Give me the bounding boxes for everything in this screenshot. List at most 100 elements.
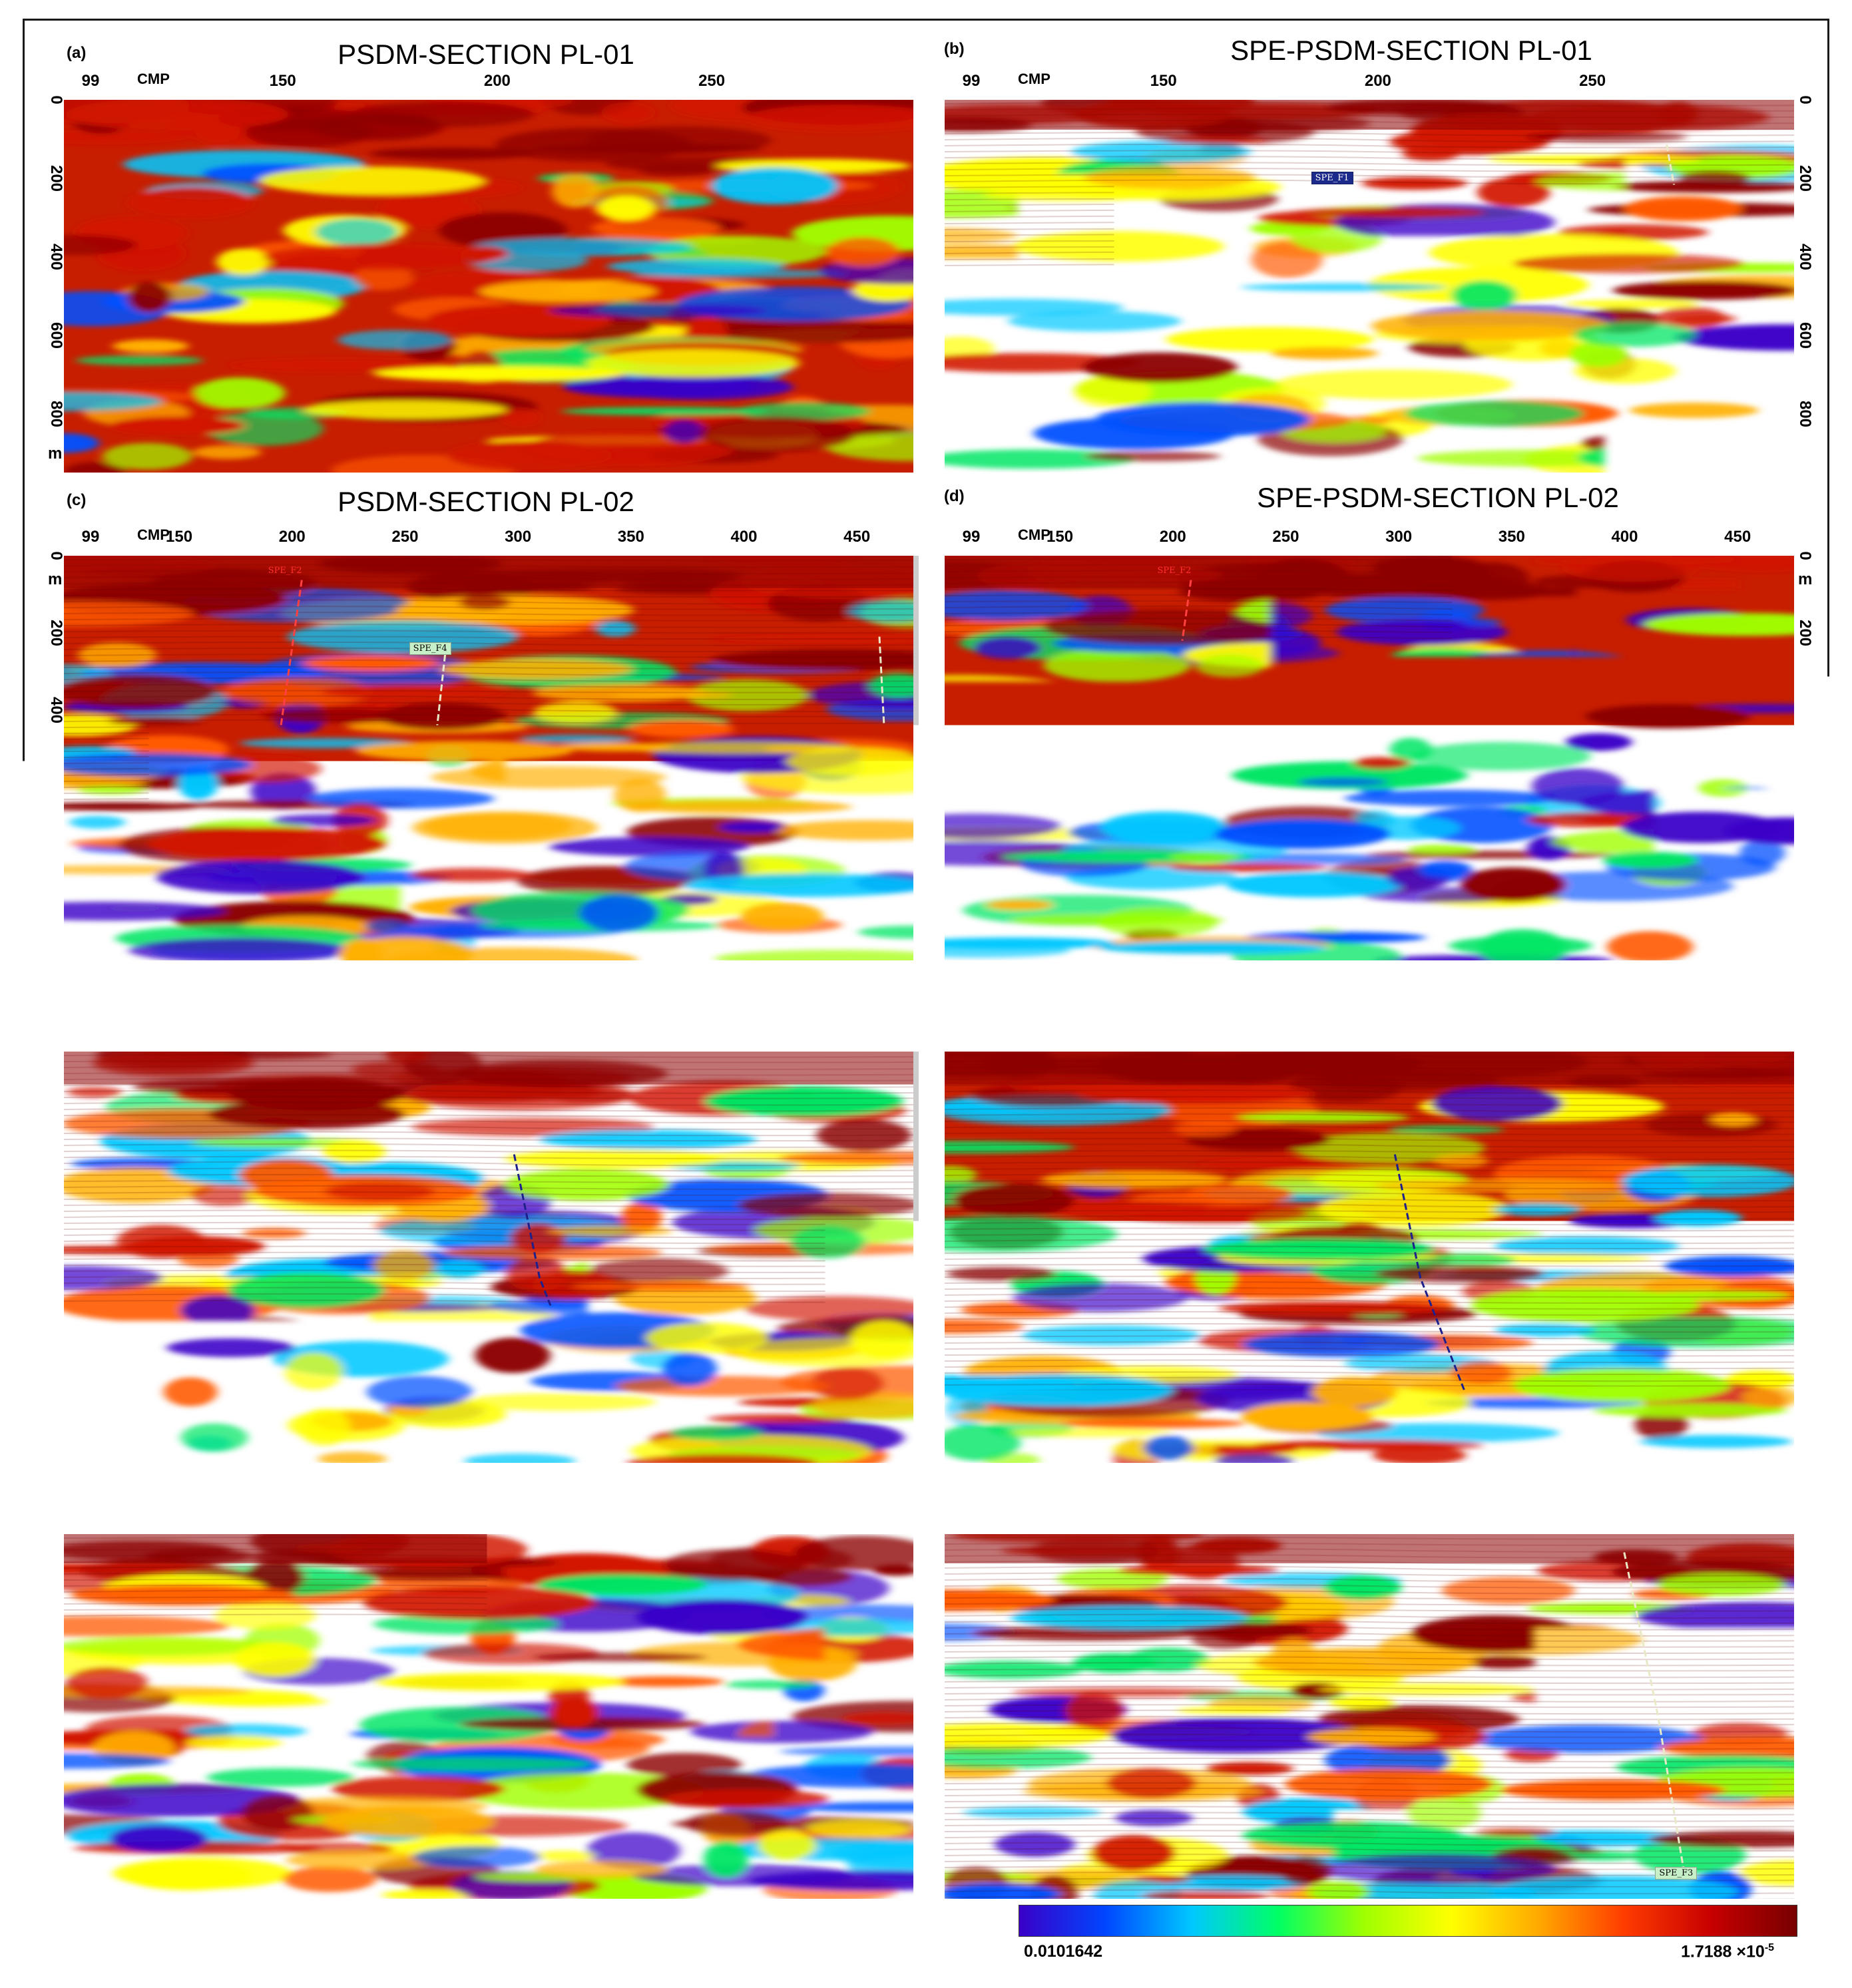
x-tick-label: 400: [1611, 528, 1638, 546]
near-surface-band: [64, 100, 913, 130]
x-tick-label: 250: [606, 1024, 632, 1042]
panel-label: (f): [944, 986, 960, 1005]
panel-edge: [913, 100, 919, 473]
panel-label: (c): [67, 491, 86, 510]
depth-tick-label: 0: [1795, 95, 1814, 104]
depth-tick-label: 600: [1795, 1764, 1814, 1790]
depth-tick-label: 400: [1795, 1683, 1814, 1710]
seismic-section-image: [64, 556, 913, 960]
x-tick-label: 250: [1487, 1024, 1513, 1042]
cmp-axis-label: CMP: [137, 1022, 170, 1040]
x-tick-label: 300: [1670, 1024, 1697, 1042]
x-tick-label: 150: [1119, 1024, 1146, 1042]
depth-unit-label: m: [1798, 1066, 1812, 1085]
panel-title: PSDM-SECTION PL-02: [338, 486, 634, 518]
seismic-section-image: [64, 1534, 913, 1899]
depth-tick-label: 800: [1795, 1845, 1814, 1872]
depth-tick-label: 200: [1795, 620, 1814, 646]
depth-tick-label: 600: [1795, 322, 1814, 349]
cmp-axis-label: CMP: [1018, 71, 1050, 88]
cmp-axis-label: CMP: [1018, 1505, 1050, 1522]
depth-tick-label: 400: [47, 1197, 65, 1223]
depth-tick-label: 0: [1795, 1529, 1814, 1538]
depth-unit-label: m: [48, 570, 62, 589]
depth-tick-label: 800: [47, 851, 65, 877]
fault-label: SPE_F2: [265, 565, 306, 576]
seismic-section-image: [64, 1052, 913, 1463]
panel-label: (b): [944, 40, 965, 59]
x-first-tick: 99: [963, 1024, 981, 1042]
panel-title: PSDM-SECTION PL-03: [357, 985, 654, 1017]
fault-label: SPE_F1: [431, 172, 473, 184]
depth-tick-label: 800: [47, 401, 65, 427]
fault-label: SPE_F3: [1676, 399, 1718, 411]
x-first-tick: 99: [82, 1024, 100, 1042]
x-first-tick: 99: [963, 528, 981, 546]
fault-label: SPE_F1: [1460, 1432, 1502, 1444]
depth-tick-label: 600: [47, 773, 65, 800]
x-tick-label: 150: [166, 528, 192, 546]
x-tick-label: 150: [270, 72, 296, 91]
depth-tick-label: 800: [47, 1845, 65, 1872]
near-surface-band: [945, 100, 1794, 130]
depth-tick-label: 800: [1795, 401, 1814, 427]
seismic-section-image: [945, 100, 1794, 473]
near-surface-band: [945, 1052, 1794, 1084]
x-tick-label: 300: [505, 528, 531, 546]
x-tick-label: 300: [790, 1024, 816, 1042]
fault-label: SPE_F3: [1732, 885, 1773, 898]
x-tick-label: 150: [238, 1024, 265, 1042]
depth-unit-label: m: [48, 1549, 62, 1567]
panel-title: SPE-PSDM-SECTION PL-03: [1230, 981, 1592, 1013]
x-first-tick: 99: [963, 72, 981, 91]
cmp-axis-label: CMP: [1018, 526, 1050, 544]
x-first-tick: 99: [82, 528, 100, 546]
panel-label: (g): [67, 1473, 87, 1491]
depth-tick-label: 600: [1795, 773, 1814, 800]
depth-tick-label: 600: [47, 1764, 65, 1790]
cmp-axis-label: CMP: [137, 71, 170, 88]
colorbar-min-label: 0.0101642: [1024, 1942, 1102, 1961]
depth-tick-label: 400: [1795, 1197, 1814, 1223]
x-tick-label: 200: [484, 72, 511, 91]
fault-label: SPE_F1: [1311, 172, 1353, 184]
panel-title: SPE-PSDM-SECTION PL-04: [1257, 1464, 1619, 1495]
depth-tick-label: 400: [1795, 697, 1814, 723]
depth-unit-label: m: [48, 1066, 62, 1085]
near-surface-band: [64, 1052, 913, 1084]
panel-title: PSDM-SECTION PL-04: [338, 1468, 634, 1499]
panel-label: (h): [944, 1469, 965, 1488]
x-tick-label: 350: [618, 528, 644, 546]
depth-tick-label: 800: [47, 1354, 65, 1381]
x-tick-label: 250: [1272, 528, 1299, 546]
depth-tick-label: 0: [47, 1529, 65, 1538]
depth-tick-label: 200: [1795, 1117, 1814, 1144]
depth-unit-label: m: [1798, 570, 1812, 589]
depth-tick-label: 0: [47, 551, 65, 560]
panel-title: SPE-PSDM-SECTION PL-02: [1257, 482, 1619, 514]
depth-tick-label: 800: [1795, 1354, 1814, 1381]
near-surface-band: [945, 1534, 1794, 1563]
x-tick-label: 300: [1385, 528, 1412, 546]
panel-label: (e): [67, 990, 86, 1009]
fault-label: SPE_F3: [1655, 1867, 1697, 1880]
fault-label: SPE_F3: [774, 1867, 816, 1880]
x-tick-label: 200: [279, 528, 306, 546]
panel-edge: [913, 556, 919, 960]
depth-tick-label: 200: [47, 1117, 65, 1144]
near-surface-band: [945, 556, 1794, 588]
x-tick-label: 150: [347, 1506, 374, 1525]
panel-edge: [913, 1534, 919, 1899]
depth-tick-label: 1000: [47, 1430, 65, 1465]
x-first-tick: 99: [82, 72, 100, 91]
depth-tick-label: 1000: [47, 923, 65, 958]
x-tick-label: 350: [1499, 528, 1525, 546]
panel-label: (a): [67, 44, 86, 63]
x-tick-label: 200: [1160, 528, 1186, 546]
depth-tick-label: 600: [47, 1276, 65, 1302]
cmp-axis-label: CMP: [137, 526, 170, 544]
x-tick-label: 200: [1519, 1506, 1546, 1525]
x-tick-label: 150: [1228, 1506, 1255, 1525]
near-surface-band: [64, 556, 913, 588]
depth-tick-label: 800: [1795, 851, 1814, 877]
